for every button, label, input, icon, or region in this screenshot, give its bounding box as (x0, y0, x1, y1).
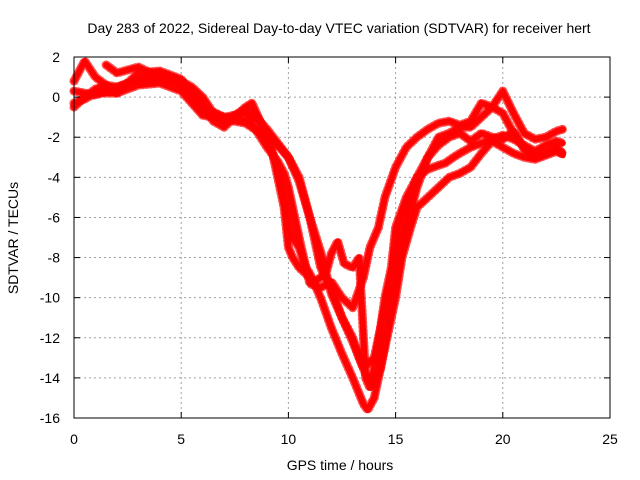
y-tick-label: -8 (48, 250, 61, 266)
x-tick-label: 20 (495, 431, 511, 447)
chart-title: Day 283 of 2022, Sidereal Day-to-day VTE… (87, 20, 590, 36)
y-tick-label: -6 (48, 209, 61, 225)
x-tick-label: 5 (177, 431, 185, 447)
y-tick-label: -16 (40, 410, 60, 426)
x-tick-label: 15 (388, 431, 404, 447)
y-tick-label: -12 (40, 330, 60, 346)
y-tick-label: -4 (48, 169, 61, 185)
y-axis-label: SDTVAR / TECUs (5, 182, 21, 294)
series-marks-5 (69, 66, 568, 373)
plot-frame (73, 56, 611, 419)
x-tick-label: 0 (70, 431, 78, 447)
y-tick-label: -2 (48, 129, 61, 145)
axis-ticks: 0 5 10 15 20 25 -16 -14 -12 -10 -8 -6 -4 -2 0 2 (40, 49, 618, 447)
x-tick-label: 25 (602, 431, 618, 447)
x-tick-label: 10 (281, 431, 297, 447)
x-axis-label: GPS time / hours (287, 457, 394, 473)
data-series-group (69, 56, 568, 415)
y-tick-label: -14 (40, 370, 60, 386)
y-tick-label: 2 (52, 49, 60, 65)
y-tick-label: -10 (40, 290, 60, 306)
y-tick-label: 0 (52, 89, 60, 105)
